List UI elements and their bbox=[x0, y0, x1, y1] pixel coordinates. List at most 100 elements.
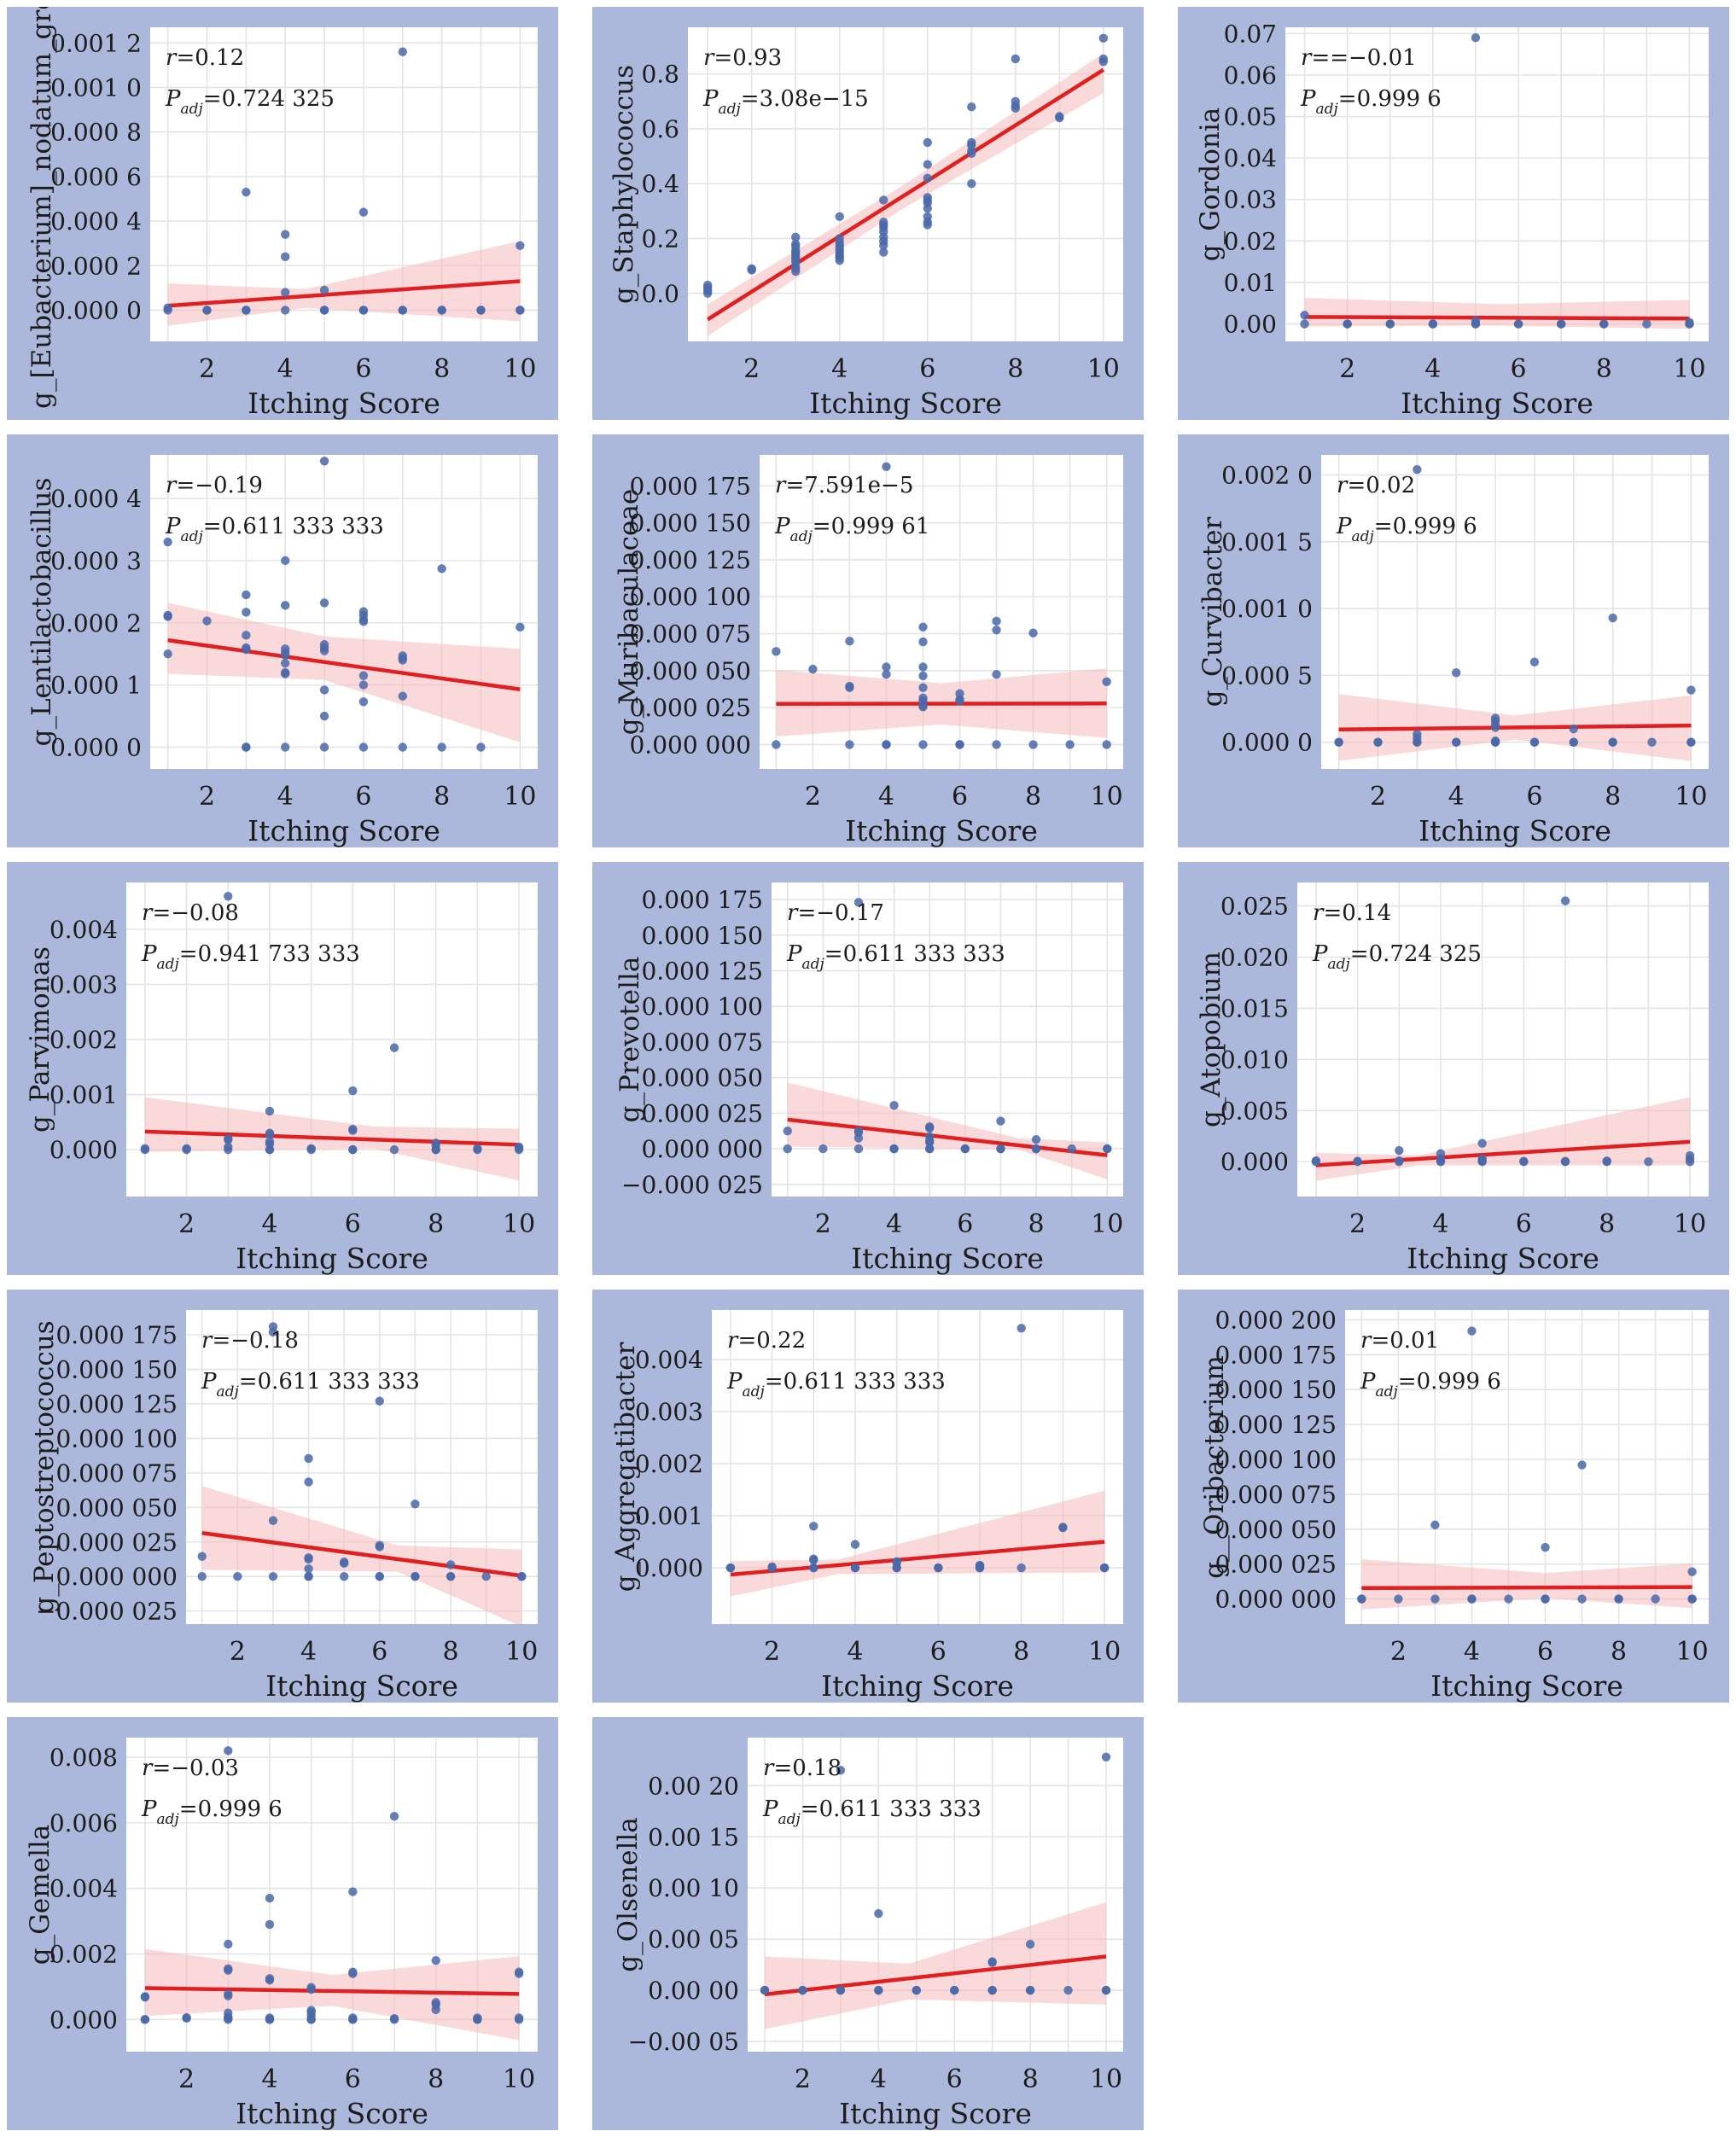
y-tick-labels: 0.000 0.001 0.002 0.003 0.004 bbox=[635, 1346, 703, 1582]
annotation-r: r==−0.01 bbox=[1301, 45, 1417, 71]
x-tick-label: 8 bbox=[1611, 1637, 1627, 1667]
scatter-point bbox=[446, 1571, 456, 1581]
x-tick-label: 8 bbox=[1013, 1637, 1029, 1667]
scatter-point bbox=[375, 1396, 385, 1406]
scatter-point bbox=[281, 288, 290, 297]
scatter-point bbox=[446, 1560, 456, 1569]
y-tick-label: 0.000 3 bbox=[50, 547, 142, 575]
y-tick-label: 0.000 075 bbox=[629, 620, 751, 649]
scatter-point bbox=[818, 1144, 828, 1154]
x-tick-labels: 2 4 6 8 10 bbox=[1370, 782, 1708, 812]
scatter-point bbox=[431, 1956, 440, 1965]
scatter-point bbox=[996, 1116, 1005, 1126]
gridlines bbox=[1297, 882, 1709, 1197]
y-tick-label: 0.000 150 bbox=[55, 1356, 178, 1384]
y-tick-label: 0.000 1 bbox=[50, 672, 142, 700]
scatter-point bbox=[242, 742, 251, 752]
scatter-point bbox=[892, 1563, 901, 1573]
x-tick-labels: 2 4 6 8 10 bbox=[805, 782, 1123, 812]
x-tick-labels: 2 4 6 8 10 bbox=[743, 354, 1120, 384]
regression-line bbox=[706, 67, 1105, 322]
scatter-point bbox=[1602, 1157, 1611, 1167]
regression-line bbox=[787, 1117, 1108, 1157]
regression-line bbox=[1304, 315, 1690, 321]
scatter-point bbox=[923, 212, 932, 221]
y-tick-label: 0.000 175 bbox=[641, 886, 763, 914]
subplot-g-peptostreptococcus: −0.000 025 0.000 000 0.000 025 0.000 050 0.0… bbox=[7, 1290, 558, 1703]
x-axis-label: Itching Score bbox=[809, 387, 1002, 420]
scatter-point bbox=[1357, 1594, 1366, 1604]
scatter-point bbox=[202, 306, 212, 315]
annotation-r: r=7.591e−5 bbox=[775, 473, 913, 498]
scatter-point bbox=[1103, 1144, 1112, 1154]
scatter-point bbox=[836, 1985, 846, 1995]
y-tick-labels: 0.000 0 0.000 1 0.000 2 0.000 3 0.000 4 bbox=[50, 485, 142, 761]
scatter-points bbox=[163, 47, 525, 315]
x-tick-label: 8 bbox=[428, 2064, 444, 2094]
x-tick-label: 4 bbox=[277, 354, 294, 384]
x-tick-labels: 2 4 6 8 10 bbox=[230, 1637, 539, 1667]
x-tick-label: 6 bbox=[1526, 782, 1542, 812]
y-tick-label: 0.000 075 bbox=[641, 1028, 763, 1057]
scatter-point bbox=[306, 2015, 316, 2024]
x-axis-label: Itching Score bbox=[851, 1242, 1044, 1275]
x-tick-labels: 2 4 6 8 10 bbox=[1339, 354, 1705, 384]
scatter-point bbox=[1577, 1594, 1587, 1604]
scatter-point bbox=[224, 1965, 233, 1975]
x-tick-label: 10 bbox=[1676, 1637, 1709, 1667]
y-tick-label: 0.004 bbox=[50, 1875, 118, 1903]
scatter-point bbox=[398, 742, 407, 752]
scatter-point bbox=[358, 742, 369, 752]
x-axis-label: Itching Score bbox=[236, 1242, 428, 1275]
x-tick-label: 6 bbox=[1511, 354, 1527, 384]
scatter-point bbox=[1011, 54, 1020, 64]
scatter-point bbox=[1569, 724, 1578, 734]
scatter-point bbox=[163, 612, 172, 621]
scatter-points bbox=[163, 457, 525, 752]
scatter-point bbox=[879, 217, 888, 227]
scatter-point bbox=[389, 1811, 399, 1821]
x-axis-label: Itching Score bbox=[821, 1669, 1014, 1703]
y-tick-label: 0.00 00 bbox=[648, 1977, 739, 2005]
regression-line bbox=[167, 279, 521, 308]
subplot-chart: 0.000 000 0.000 025 0.000 050 0.000 075 0.00… bbox=[614, 455, 1123, 847]
scatter-point bbox=[514, 1969, 524, 1978]
scatter-point bbox=[281, 252, 290, 262]
scatter-point bbox=[304, 1571, 313, 1581]
scatter-point bbox=[242, 306, 251, 315]
y-axis-label: g_Olsenella bbox=[613, 1817, 644, 1972]
scatter-points bbox=[725, 1324, 1110, 1573]
annotation-r: r=0.14 bbox=[1313, 900, 1391, 926]
scatter-point bbox=[319, 285, 329, 295]
scatter-point bbox=[809, 1563, 818, 1573]
y-tick-label: 0.000 5 bbox=[1221, 661, 1313, 690]
y-axis-label: g_Peptostreptococcus bbox=[29, 1320, 60, 1613]
y-tick-label: 0.006 bbox=[50, 1809, 118, 1837]
y-tick-label: 0.00 15 bbox=[648, 1823, 739, 1851]
annotation-p-adj: Padj=0.999 6 bbox=[1300, 86, 1442, 118]
scatter-point bbox=[1467, 1594, 1477, 1604]
scatter-point bbox=[1686, 737, 1696, 747]
scatter-point bbox=[1687, 1567, 1697, 1576]
scatter-point bbox=[992, 616, 1001, 626]
gridlines bbox=[688, 27, 1123, 341]
scatter-point bbox=[1430, 1520, 1440, 1530]
scatter-point bbox=[281, 742, 290, 752]
scatter-points bbox=[1357, 1326, 1697, 1604]
scatter-point bbox=[268, 1327, 278, 1337]
y-tick-label: 0.002 0 bbox=[1221, 461, 1313, 489]
scatter-point bbox=[1642, 319, 1652, 329]
x-axis-label: Itching Score bbox=[1430, 1669, 1623, 1703]
x-axis-label: Itching Score bbox=[1407, 1242, 1599, 1275]
scatter-point bbox=[1311, 1157, 1321, 1167]
scatter-point bbox=[1541, 1542, 1550, 1552]
y-tick-label: 0.000 0 bbox=[50, 733, 142, 761]
x-axis-label: Itching Score bbox=[248, 387, 440, 420]
scatter-point bbox=[1608, 737, 1617, 747]
x-tick-label: 2 bbox=[743, 354, 760, 384]
y-axis-label: g__Oribacterium bbox=[1199, 1355, 1230, 1579]
scatter-point bbox=[1098, 33, 1109, 44]
y-tick-label: 0.001 0 bbox=[1221, 595, 1313, 623]
scatter-point bbox=[783, 1127, 792, 1136]
x-tick-label: 2 bbox=[1370, 782, 1386, 812]
